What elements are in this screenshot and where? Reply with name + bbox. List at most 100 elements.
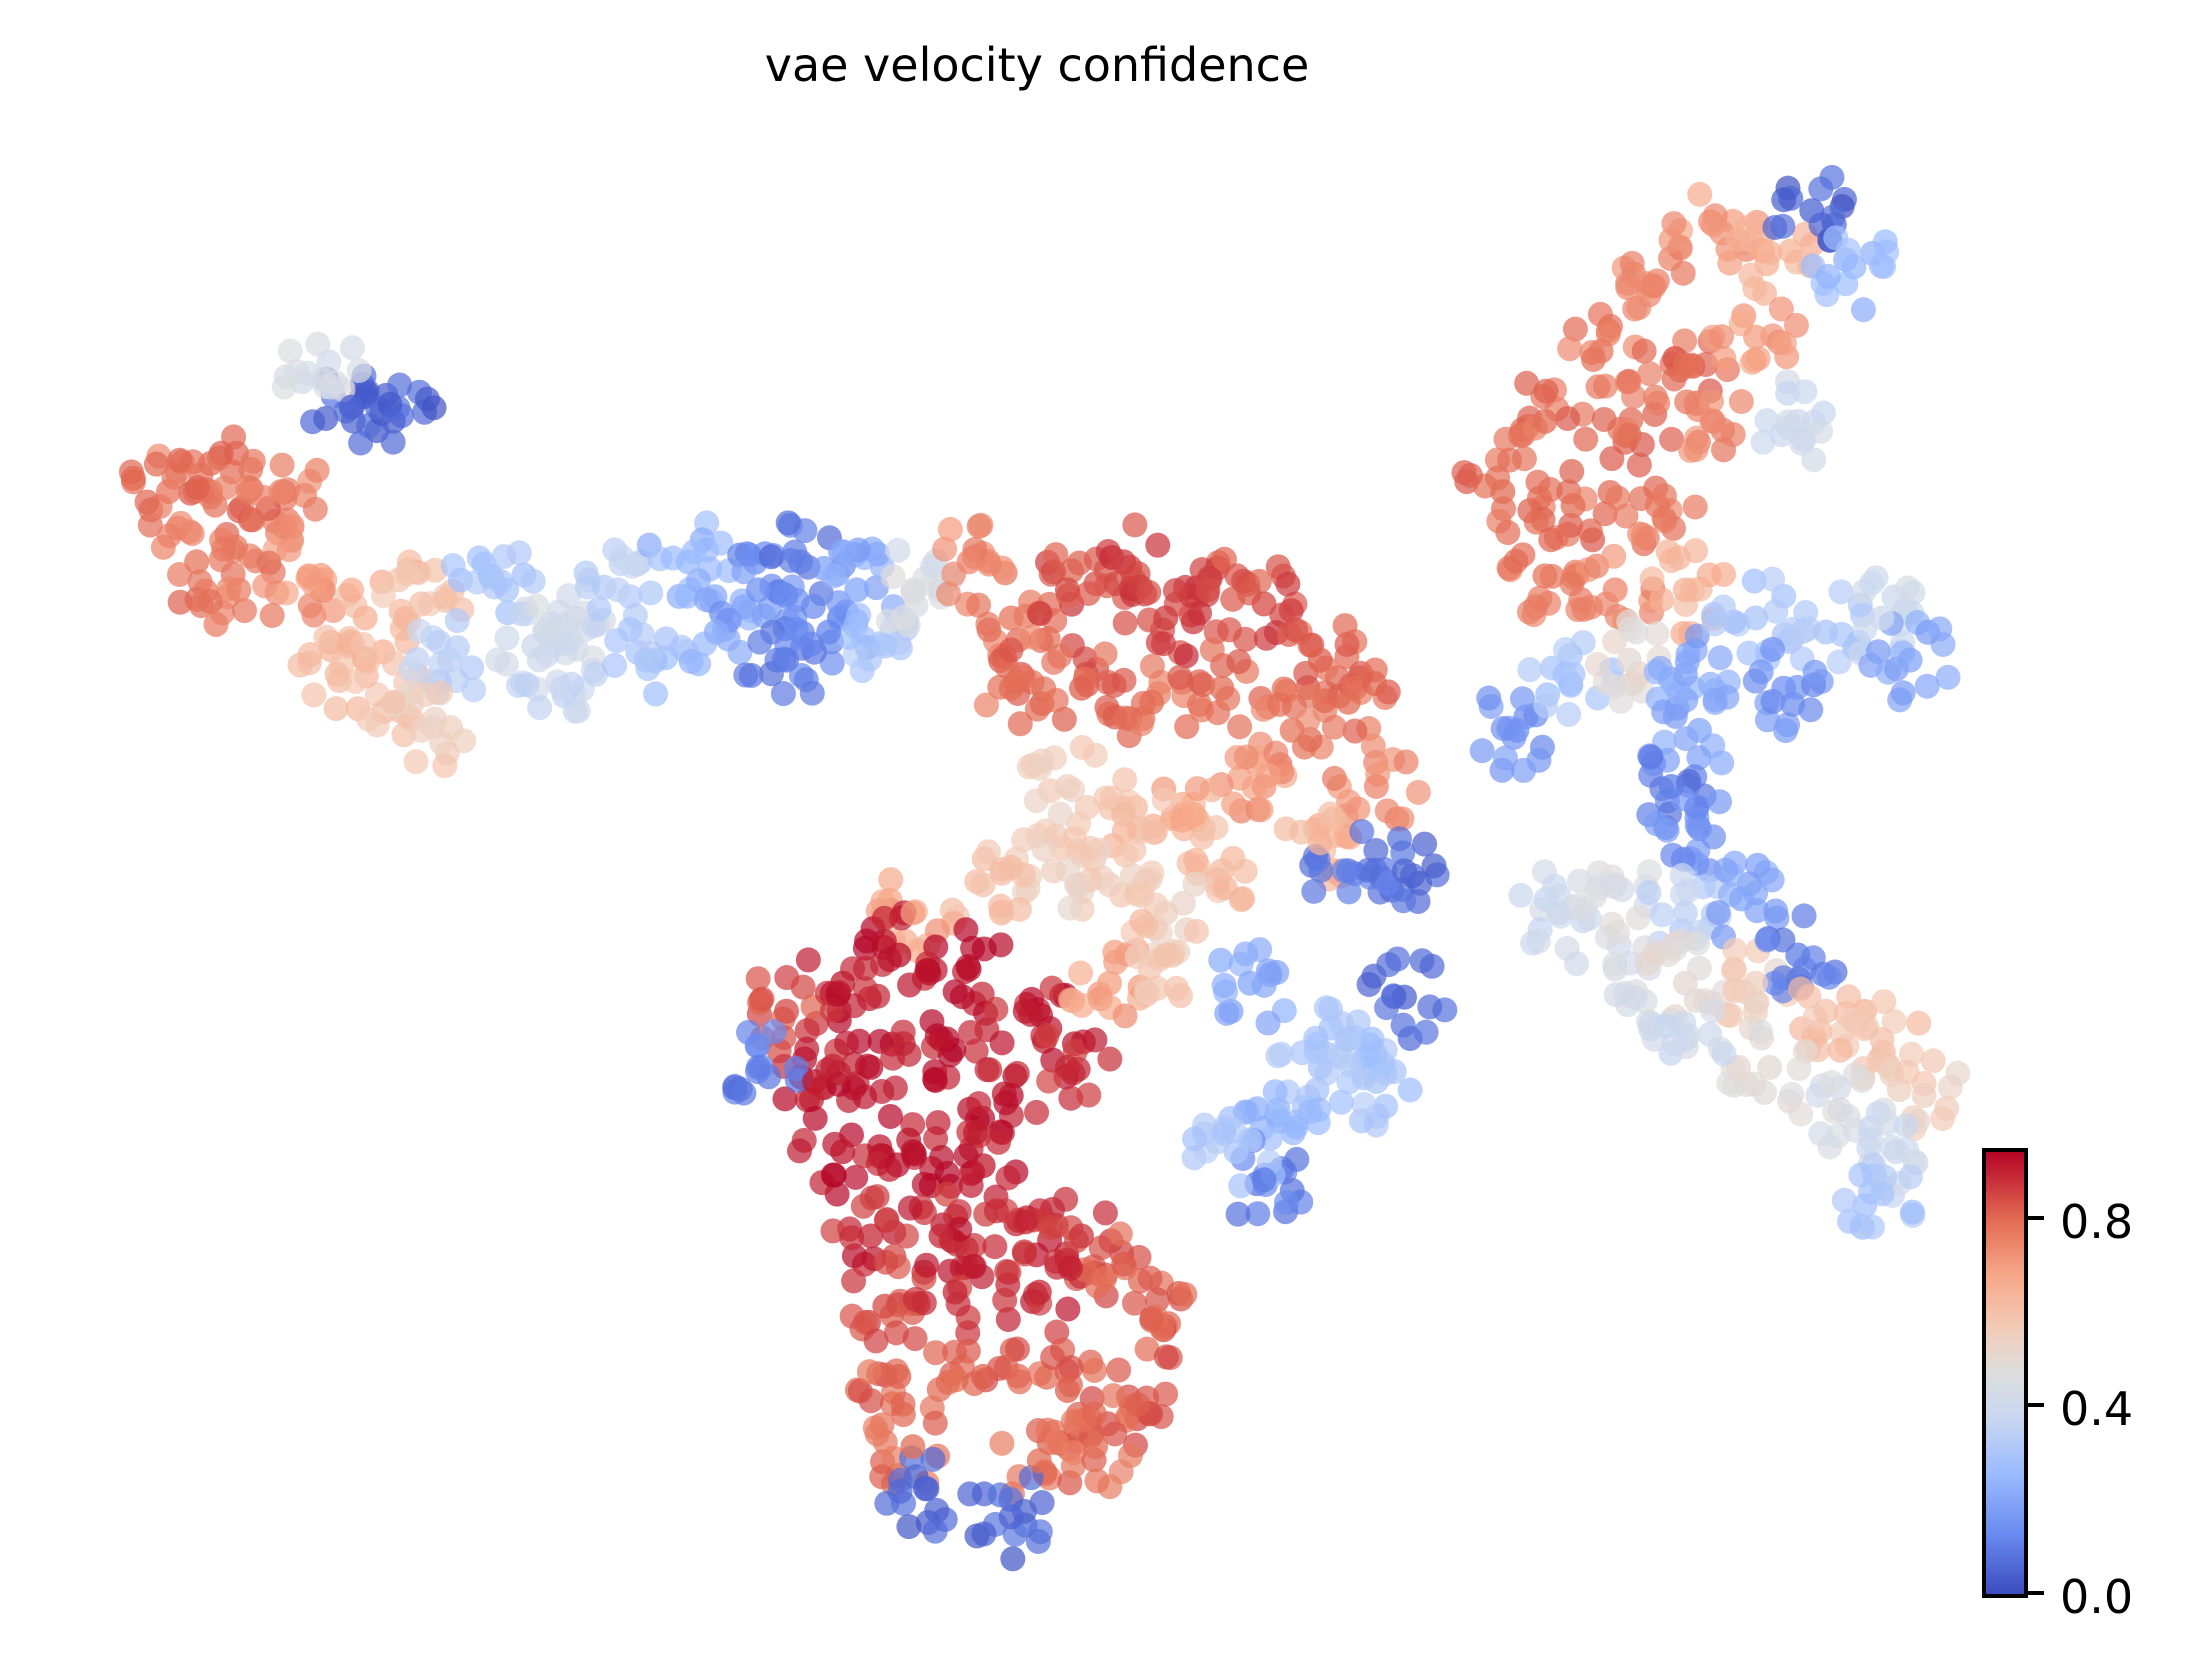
scatter-point-density [800,593,826,619]
scatter-point [858,1054,884,1080]
scatter-point [1111,1251,1137,1277]
scatter-point-density [271,514,297,540]
scatter-point-density [1779,1081,1805,1107]
scatter-point [970,872,996,898]
scatter-point-density [1914,673,1940,699]
scatter-point [970,1363,996,1389]
scatter-point-density [922,1066,948,1092]
scatter-point-density [1228,1173,1254,1199]
scatter-point-density [1814,282,1840,308]
scatter-point-density [284,359,310,385]
scatter-point [928,1223,954,1249]
scatter-point [1026,1279,1052,1305]
scatter-point [1841,254,1867,280]
scatter-point-density [1754,927,1780,953]
scatter-point-density [1573,426,1599,452]
scatter-point-density [915,957,941,983]
scatter-point-density [1189,824,1215,850]
scatter-point-density [387,372,413,398]
scatter-point [268,479,294,505]
scatter-point-density [1376,952,1402,978]
scatter-point-density [1711,345,1737,371]
scatter-point-density [1000,1546,1026,1572]
scatter-point-density [1644,811,1670,837]
scatter-point-density [1345,796,1371,822]
scatter-point-density [403,749,429,775]
scatter-point-density [897,972,923,998]
scatter-point-density [1199,637,1225,663]
scatter-point [900,900,926,926]
scatter-point-density [370,583,396,609]
scatter-point-density [799,680,825,706]
scatter-point-density [313,405,339,431]
scatter-point [956,549,982,575]
scatter-point-density [1362,670,1388,696]
scatter-point [1097,970,1123,996]
scatter-point [745,1054,771,1080]
scatter-point-density [1025,1528,1051,1554]
scatter-point-density [1275,571,1301,597]
scatter-point-density [977,1057,1003,1083]
scatter-point-density [1336,879,1362,905]
scatter-point [1012,998,1038,1024]
scatter-point-density [1709,324,1735,350]
scatter-point-density [1092,1265,1118,1291]
scatter-point-density [1133,913,1159,939]
scatter-point-density [1890,680,1916,706]
scatter-point [1672,1026,1698,1052]
scatter-point [1068,675,1094,701]
scatter-point-density [1622,985,1648,1011]
scatter-point-density [958,1173,984,1199]
scatter-point [830,1139,856,1165]
scatter-point-density [1934,1095,1960,1121]
scatter-point-density [459,655,485,681]
scatter-point [1560,661,1586,687]
scatter-point-density [1638,1016,1664,1042]
scatter-point-density [1511,757,1537,783]
scatter-point [1279,717,1305,743]
scatter-point-density [953,917,979,943]
scatter-point-density [1639,566,1665,592]
scatter-point-density [1517,657,1543,683]
scatter-point-density [348,430,374,456]
scatter-point [998,1083,1024,1108]
scatter-point [479,563,505,589]
scatter-point-density [1005,1363,1031,1389]
scatter-point [1237,970,1263,996]
scatter-point-density [1183,918,1209,944]
scatter-point-density [1631,338,1657,364]
chart-title: vae velocity confidence [764,38,1310,92]
scatter-point-density [989,856,1015,882]
scatter-point-density [744,1033,770,1059]
scatter-point-density [1047,801,1073,827]
scatter-point-density [1172,1281,1198,1307]
colorbar-tick-label: 0.8 [2060,1195,2134,1249]
scatter-point-density [949,984,975,1010]
scatter-point-density [1102,1421,1128,1447]
scatter-point [1743,605,1769,631]
scatter-point-density [1578,594,1604,620]
scatter-point-density [1076,1082,1102,1108]
scatter-point-density [1770,213,1796,239]
scatter-point-density [1645,390,1671,416]
scatter-point-density [1763,598,1789,624]
scatter-point-density [1638,744,1664,770]
scatter-point-density [887,1478,913,1504]
scatter-point [1490,479,1516,505]
scatter-point-density [1036,1068,1062,1094]
scatter-point-density [820,1162,846,1188]
scatter-point-density [1836,1208,1862,1234]
scatter-point [858,1223,884,1249]
scatter-point-density [1389,806,1415,832]
scatter-point [1785,942,1811,968]
scatter-point [1869,1026,1895,1052]
scatter-point-density [1763,898,1789,924]
scatter-point-density [1040,1344,1066,1370]
scatter-point-density [1337,1052,1363,1078]
scatter-point [1153,900,1179,926]
scatter-point-density [1686,745,1712,771]
scatter-point [1307,1054,1333,1080]
scatter-point-density [1043,542,1069,568]
scatter-point-density [731,1080,757,1106]
